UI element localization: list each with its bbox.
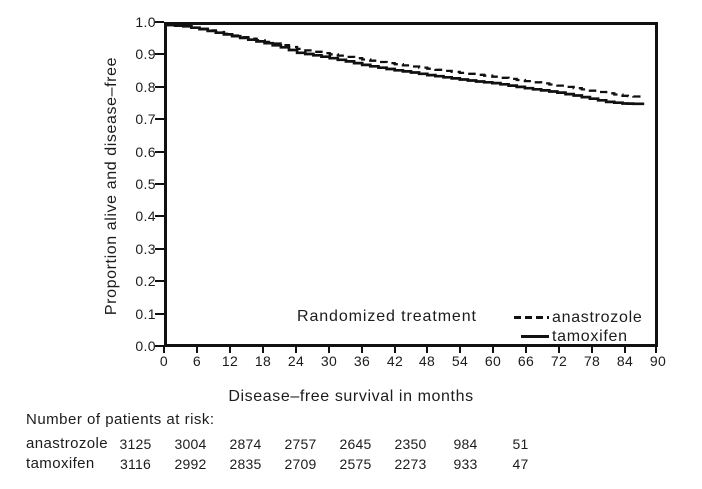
- risk-value: 2835: [229, 456, 262, 472]
- x-tick-mark: [459, 347, 461, 353]
- y-tick-mark: [155, 151, 164, 153]
- x-tick-label: 42: [386, 353, 404, 369]
- x-tick-mark: [655, 347, 657, 353]
- risk-value: 933: [453, 456, 478, 472]
- dashed-line-key-icon: [514, 316, 549, 319]
- x-tick-label: 12: [221, 353, 239, 369]
- risk-value: 2874: [229, 436, 262, 452]
- legend-entry-tamoxifen: tamoxifen: [514, 327, 628, 346]
- x-tick-mark: [361, 347, 363, 353]
- x-tick-mark: [229, 347, 231, 353]
- y-tick-mark: [155, 86, 164, 88]
- risk-table: Number of patients at risk: anastrozole …: [26, 411, 548, 474]
- x-tick-mark: [262, 347, 264, 353]
- x-tick-mark: [591, 347, 593, 353]
- legend-entry-anastrozole: anastrozole: [514, 308, 642, 327]
- risk-table-title: Number of patients at risk:: [26, 411, 215, 428]
- x-tick-mark: [196, 347, 198, 353]
- risk-value: 984: [453, 436, 478, 452]
- plot-frame: [164, 22, 658, 347]
- x-tick-mark: [394, 347, 396, 353]
- y-tick-label: 0.7: [135, 111, 156, 127]
- x-tick-label: 0: [159, 353, 169, 369]
- y-tick-mark: [155, 215, 164, 217]
- y-tick-label: 0.9: [135, 46, 156, 62]
- legend-label: tamoxifen: [552, 327, 628, 345]
- x-tick-label: 48: [418, 353, 436, 369]
- risk-row-label: tamoxifen: [26, 455, 95, 472]
- y-tick-mark: [155, 118, 164, 120]
- x-tick-mark: [558, 347, 560, 353]
- legend-label: anastrozole: [552, 308, 643, 326]
- x-tick-label: 78: [583, 353, 601, 369]
- y-tick-label: 0.6: [135, 144, 156, 160]
- solid-line-key-icon: [521, 335, 549, 338]
- y-tick-label: 0.3: [135, 241, 156, 257]
- x-tick-label: 54: [451, 353, 469, 369]
- y-tick-label: 0.0: [135, 338, 156, 354]
- y-tick-mark: [155, 183, 164, 185]
- risk-row-label: anastrozole: [26, 435, 108, 452]
- y-tick-mark: [155, 313, 164, 315]
- x-tick-mark: [492, 347, 494, 353]
- y-tick-label: 0.1: [135, 306, 156, 322]
- risk-value: 3125: [119, 436, 152, 452]
- y-tick-mark: [155, 53, 164, 55]
- x-tick-mark: [328, 347, 330, 353]
- risk-value: 2273: [394, 456, 427, 472]
- x-tick-label: 36: [353, 353, 371, 369]
- x-tick-mark: [525, 347, 527, 353]
- y-tick-label: 0.2: [135, 273, 156, 289]
- y-tick-label: 1.0: [135, 14, 156, 30]
- x-tick-mark: [295, 347, 297, 353]
- risk-value: 3004: [174, 436, 207, 452]
- x-tick-mark: [624, 347, 626, 353]
- risk-value: 47: [512, 456, 529, 472]
- y-tick-label: 0.5: [135, 176, 156, 192]
- risk-value: 2645: [339, 436, 372, 452]
- x-axis-title: Disease–free survival in months: [228, 388, 474, 405]
- km-curves: [167, 25, 645, 106]
- x-tick-label: 72: [550, 353, 568, 369]
- risk-value: 2992: [174, 456, 207, 472]
- risk-value: 2757: [284, 436, 317, 452]
- y-tick-label: 0.8: [135, 79, 156, 95]
- x-tick-label: 60: [484, 353, 502, 369]
- x-tick-label: 84: [616, 353, 634, 369]
- risk-value: 2575: [339, 456, 372, 472]
- curve-tamoxifen: [167, 25, 645, 106]
- legend-title: Randomized treatment: [297, 308, 477, 325]
- x-tick-mark: [163, 347, 165, 353]
- risk-value: 2709: [284, 456, 317, 472]
- risk-row-anastrozole: anastrozole 3125 3004 2874 2757 2645 235…: [26, 434, 548, 454]
- x-tick-label: 24: [287, 353, 305, 369]
- risk-value: 3116: [120, 456, 151, 472]
- risk-value: 2350: [394, 436, 427, 452]
- risk-row-tamoxifen: tamoxifen 3116 2992 2835 2709 2575 2273 …: [26, 454, 548, 474]
- y-tick-label: 0.4: [135, 208, 156, 224]
- y-tick-mark: [155, 345, 164, 347]
- x-tick-label: 18: [254, 353, 272, 369]
- y-tick-mark: [155, 280, 164, 282]
- y-tick-mark: [155, 248, 164, 250]
- x-tick-label: 30: [320, 353, 338, 369]
- risk-value: 51: [512, 436, 529, 452]
- y-tick-mark: [155, 21, 164, 23]
- x-tick-label: 6: [192, 353, 202, 369]
- x-tick-mark: [426, 347, 428, 353]
- x-tick-label: 90: [649, 353, 667, 369]
- x-tick-label: 66: [517, 353, 535, 369]
